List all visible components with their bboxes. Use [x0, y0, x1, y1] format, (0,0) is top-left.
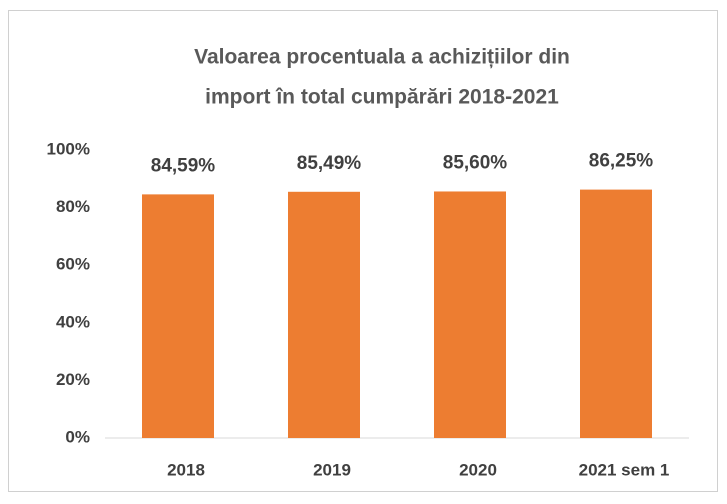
x-tick-label: 2020 — [459, 460, 497, 479]
value-label: 86,25% — [589, 151, 654, 172]
bar — [580, 189, 652, 438]
value-label: 85,60% — [443, 152, 508, 173]
y-tick-label: 20% — [56, 370, 90, 389]
bar — [434, 191, 506, 438]
y-tick-label: 80% — [56, 197, 90, 216]
x-tick-label: 2021 sem 1 — [579, 460, 670, 479]
x-tick-label: 2018 — [167, 460, 205, 479]
y-tick-label: 60% — [56, 255, 90, 274]
x-tick-label: 2019 — [313, 460, 351, 479]
value-label: 85,49% — [297, 153, 362, 174]
chart-title: Valoarea procentuala a achizițiilor din — [194, 46, 570, 69]
chart-title: import în total cumpărări 2018-2021 — [205, 86, 559, 109]
bar — [288, 191, 360, 438]
y-tick-label: 40% — [56, 312, 90, 331]
bar — [142, 194, 214, 438]
value-label: 84,59% — [151, 155, 216, 176]
y-tick-label: 100% — [47, 139, 90, 158]
y-tick-label: 0% — [65, 427, 90, 446]
